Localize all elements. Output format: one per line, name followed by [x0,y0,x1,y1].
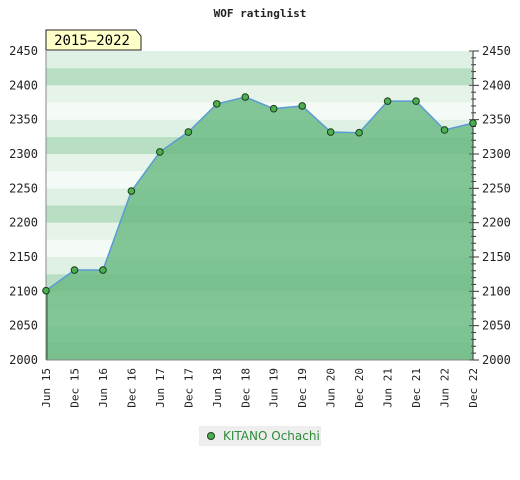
legend-marker [207,432,215,440]
data-point[interactable] [184,128,193,136]
y-tick-label-right: 2200 [482,216,511,230]
y-tick-label-right: 2000 [482,353,511,367]
data-point[interactable] [127,187,136,195]
y-tick-label: 2350 [9,113,38,127]
data-point[interactable] [298,102,307,110]
x-axis: Jun 15 Dec 15 Jun 16 Dec 16 Jun 17 Dec 17 Jun … [40,368,480,408]
legend-box [199,426,321,446]
range-badge: 2015–2022 [45,29,142,51]
y-tick-label-right: 2100 [482,284,511,298]
x-tick-label: Dec 16 [125,368,138,408]
x-tick-label: Jun 19 [268,368,281,408]
series-line [45,96,474,292]
data-point[interactable] [440,126,449,134]
axes [45,50,479,361]
range-badge-text: 2015–2022 [54,33,130,49]
x-tick-label: Dec 19 [296,368,309,408]
data-point[interactable] [99,266,107,274]
x-tick-label: Dec 17 [182,368,195,408]
chart-title: WOF ratinglist [214,7,307,20]
x-tick-label: Jun 17 [154,368,167,408]
x-tick-label: Jun 16 [97,368,110,408]
data-point[interactable] [269,104,278,113]
data-point[interactable] [326,128,335,136]
y-tick-label: 2450 [9,44,38,58]
data-point[interactable] [156,148,164,156]
x-tick-label: Dec 22 [467,368,480,408]
x-tick-label: Dec 15 [68,368,81,408]
data-point[interactable] [42,286,50,295]
y-tick-label: 2100 [9,284,38,298]
y-tick-label: 2400 [9,78,38,92]
y-tick-label: 2250 [9,181,38,195]
x-tick-label: Jun 20 [325,368,338,408]
y-tick-label-right: 2400 [482,78,511,92]
data-point[interactable] [355,128,363,137]
x-tick-label: Dec 20 [353,368,366,408]
data-point[interactable] [213,100,221,108]
y-tick-label-right: 2050 [482,319,511,333]
area-layer [45,96,474,361]
y-tick-label-right: 2250 [482,181,511,195]
y-tick-label: 2200 [9,216,38,230]
x-tick-label: Jun 15 [40,368,53,408]
grid-band [46,51,473,69]
data-point[interactable] [412,97,420,105]
legend-label: KITANO Ochachi [223,429,320,443]
data-point[interactable] [241,93,250,101]
legend[interactable]: KITANO Ochachi [199,426,321,446]
y-tick-label: 2150 [9,250,38,264]
data-point[interactable] [469,119,477,127]
y-tick-label: 2300 [9,147,38,161]
y-tick-label-right: 2450 [482,44,511,58]
grid-band [46,85,473,103]
x-tick-label: Jun 21 [382,368,395,408]
y-tick-label: 2050 [9,319,38,333]
y-tick-label-right: 2300 [482,147,511,161]
x-tick-label: Jun 22 [439,368,452,408]
data-point[interactable] [383,97,392,105]
y-axis-right: 2000 2050 2100 2150 2200 2250 2300 2350 2400 2450 [482,44,511,367]
data-point[interactable] [70,266,79,274]
y-tick-label-right: 2350 [482,113,511,127]
x-tick-label: Jun 18 [211,368,224,408]
y-axis-left: 2000 2050 2100 2150 2200 2250 2300 2350 2400 2450 [9,44,38,367]
x-tick-label: Dec 18 [239,368,252,408]
y-tick-label-right: 2150 [482,250,511,264]
data-points [42,93,477,295]
x-tick-label: Dec 21 [410,368,423,408]
y-tick-label: 2000 [9,353,38,367]
grid-band [46,68,473,86]
